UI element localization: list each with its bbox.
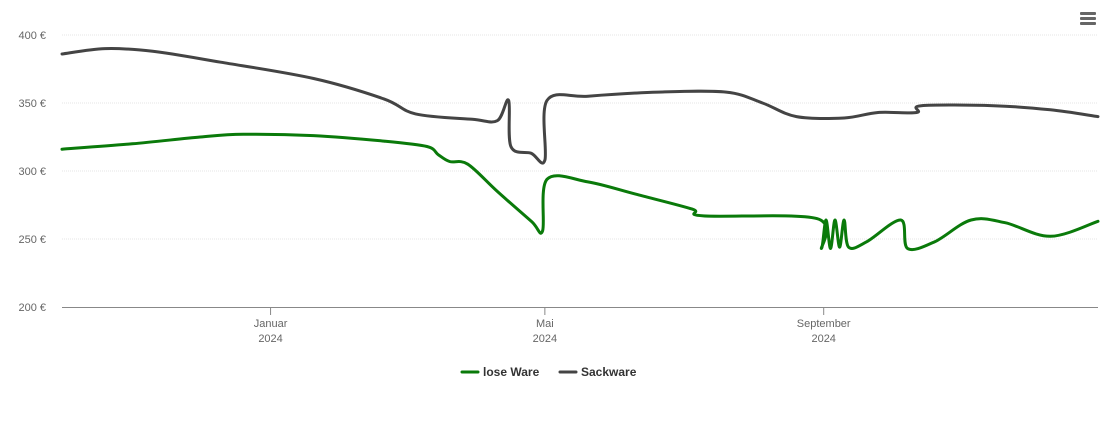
legend-label-lose-ware: lose Ware (483, 365, 540, 379)
legend: lose Ware Sackware (460, 365, 637, 379)
series-line-lose-ware (60, 132, 1100, 252)
legend-label-sackware: Sackware (581, 365, 637, 379)
y-tick-label: 200 € (18, 302, 46, 314)
y-axis: 400 € 350 € 300 € 250 € 200 € (18, 30, 46, 314)
y-tick-label: 300 € (18, 166, 46, 178)
x-tick-label-month: September (797, 318, 851, 330)
series-group (60, 46, 1100, 252)
grid (62, 34, 1098, 240)
x-tick-label-year: 2024 (258, 333, 282, 345)
series-line-sackware (60, 46, 1100, 165)
x-tick-label-month: Januar (254, 318, 288, 330)
y-tick-label: 400 € (18, 30, 46, 42)
hamburger-menu-icon[interactable] (1076, 10, 1100, 32)
x-tick-label-year: 2024 (533, 333, 557, 345)
x-axis: Januar 2024 Mai 2024 September 2024 (254, 307, 851, 345)
x-tick-label-month: Mai (536, 318, 554, 330)
x-tick-label-year: 2024 (811, 333, 835, 345)
y-tick-label: 350 € (18, 98, 46, 110)
y-tick-label: 250 € (18, 234, 46, 246)
